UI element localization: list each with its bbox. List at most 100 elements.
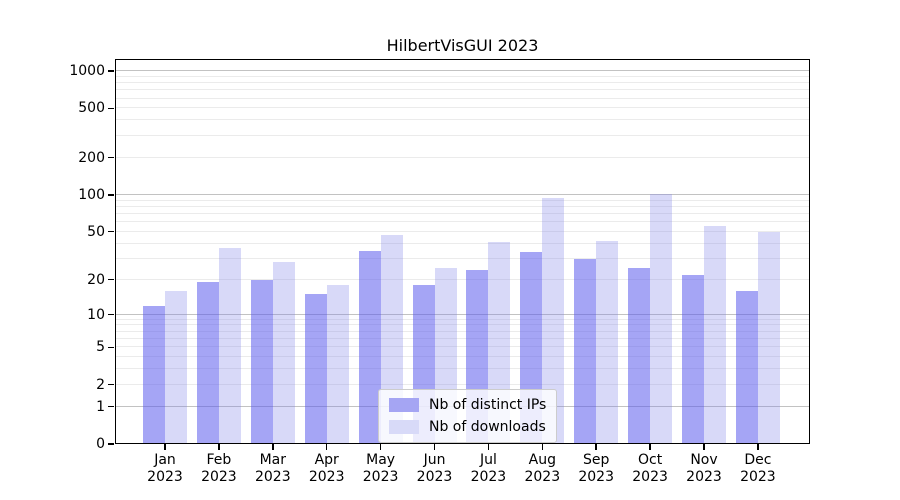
plot-area: Nb of distinct IPs Nb of downloads — [115, 59, 810, 444]
bar-downloads-aug — [542, 197, 565, 444]
minor-gridline — [115, 119, 810, 121]
minor-gridline — [115, 199, 810, 201]
x-tick-label: Feb 2023 — [201, 452, 237, 485]
minor-gridline — [115, 324, 810, 326]
minor-gridline — [115, 82, 810, 84]
x-tick-label: Dec 2023 — [740, 452, 776, 485]
minor-gridline — [115, 75, 810, 77]
legend-item-downloads: Nb of downloads — [389, 419, 546, 435]
x-tick — [325, 444, 328, 450]
y-tick — [108, 107, 114, 110]
minor-gridline — [115, 383, 810, 385]
x-tick-label: Jun 2023 — [416, 452, 453, 485]
major-gridline — [115, 313, 810, 315]
bar-downloads-dec — [757, 231, 780, 444]
y-tick — [108, 346, 114, 349]
minor-gridline — [115, 318, 810, 320]
y-tick — [108, 194, 114, 196]
minor-gridline — [115, 330, 810, 332]
minor-gridline — [115, 89, 810, 91]
x-tick-label: Jul 2023 — [470, 452, 507, 485]
bar-downloads-jan — [165, 291, 187, 444]
legend-label-downloads: Nb of downloads — [429, 419, 546, 435]
minor-gridline — [115, 230, 810, 232]
x-tick — [218, 444, 220, 450]
y-tick-label: 2 — [96, 376, 105, 393]
x-tick-label: Mar 2023 — [254, 452, 291, 485]
y-tick — [108, 405, 114, 408]
bar-distinct-ips-oct — [628, 268, 651, 444]
x-tick — [541, 444, 544, 450]
y-tick-label: 200 — [78, 149, 105, 166]
y-tick-label: 10 — [87, 306, 105, 323]
bar-downloads-feb — [218, 247, 241, 444]
x-tick — [487, 444, 490, 450]
minor-gridline — [115, 337, 810, 339]
major-gridline — [115, 70, 810, 72]
x-tick — [433, 444, 436, 450]
major-gridline — [115, 193, 810, 195]
y-tick-label: 1 — [96, 398, 105, 415]
minor-gridline — [115, 205, 810, 207]
x-tick — [595, 444, 597, 450]
x-tick — [379, 444, 382, 450]
x-tick-label: Sep 2023 — [578, 452, 614, 485]
x-tick — [703, 444, 705, 450]
x-tick-label: Nov 2023 — [686, 452, 722, 485]
minor-gridline — [115, 97, 810, 99]
minor-gridline — [115, 278, 810, 280]
bar-distinct-ips-feb — [196, 282, 219, 444]
y-tick-label: 5 — [96, 339, 105, 356]
bar-downloads-apr — [326, 285, 349, 444]
chart-title: HilbertVisGUI 2023 — [386, 36, 539, 55]
y-tick — [108, 230, 114, 233]
x-tick-label: Apr 2023 — [308, 452, 345, 485]
y-tick-label: 0 — [96, 436, 105, 452]
minor-gridline — [115, 134, 810, 136]
bar-distinct-ips-sep — [574, 258, 597, 444]
legend: Nb of distinct IPs Nb of downloads — [378, 389, 558, 443]
legend-item-distinct-ips: Nb of distinct IPs — [389, 397, 546, 413]
bar-distinct-ips-nov — [682, 274, 704, 444]
x-tick-label: Oct 2023 — [632, 452, 668, 485]
minor-gridline — [115, 242, 810, 244]
y-tick-label: 1000 — [69, 63, 105, 80]
y-tick — [108, 156, 114, 159]
bar-distinct-ips-jan — [143, 305, 165, 444]
x-tick — [757, 444, 759, 450]
x-tick-label: Aug 2023 — [524, 452, 561, 485]
y-tick-label: 500 — [78, 100, 105, 117]
y-tick — [108, 278, 114, 281]
minor-gridline — [115, 156, 810, 158]
y-tick — [108, 70, 114, 72]
minor-gridline — [115, 368, 810, 370]
bar-downloads-mar — [272, 262, 295, 444]
minor-gridline — [115, 257, 810, 259]
minor-gridline — [115, 212, 810, 214]
bar-downloads-nov — [704, 225, 726, 444]
bar-distinct-ips-may — [358, 250, 381, 444]
bar-downloads-oct — [650, 193, 673, 444]
minor-gridline — [115, 356, 810, 358]
bar-distinct-ips-dec — [735, 291, 758, 444]
y-tick-label: 100 — [78, 186, 105, 203]
y-tick-label: 50 — [87, 223, 105, 240]
legend-swatch-downloads — [389, 420, 419, 434]
minor-gridline — [115, 107, 810, 109]
y-tick — [108, 383, 114, 386]
legend-swatch-ips — [389, 398, 419, 412]
y-tick — [108, 313, 114, 316]
minor-gridline — [115, 346, 810, 348]
minor-gridline — [115, 221, 810, 223]
legend-label-ips: Nb of distinct IPs — [429, 397, 547, 413]
bar-distinct-ips-apr — [304, 294, 327, 444]
x-tick — [164, 444, 166, 450]
x-tick-label: May 2023 — [362, 452, 399, 485]
x-tick — [272, 444, 274, 450]
x-tick-label: Jan 2023 — [147, 452, 183, 485]
bar-distinct-ips-mar — [250, 279, 273, 444]
y-tick — [108, 443, 114, 445]
x-tick — [649, 444, 651, 450]
y-tick-label: 20 — [87, 271, 105, 288]
